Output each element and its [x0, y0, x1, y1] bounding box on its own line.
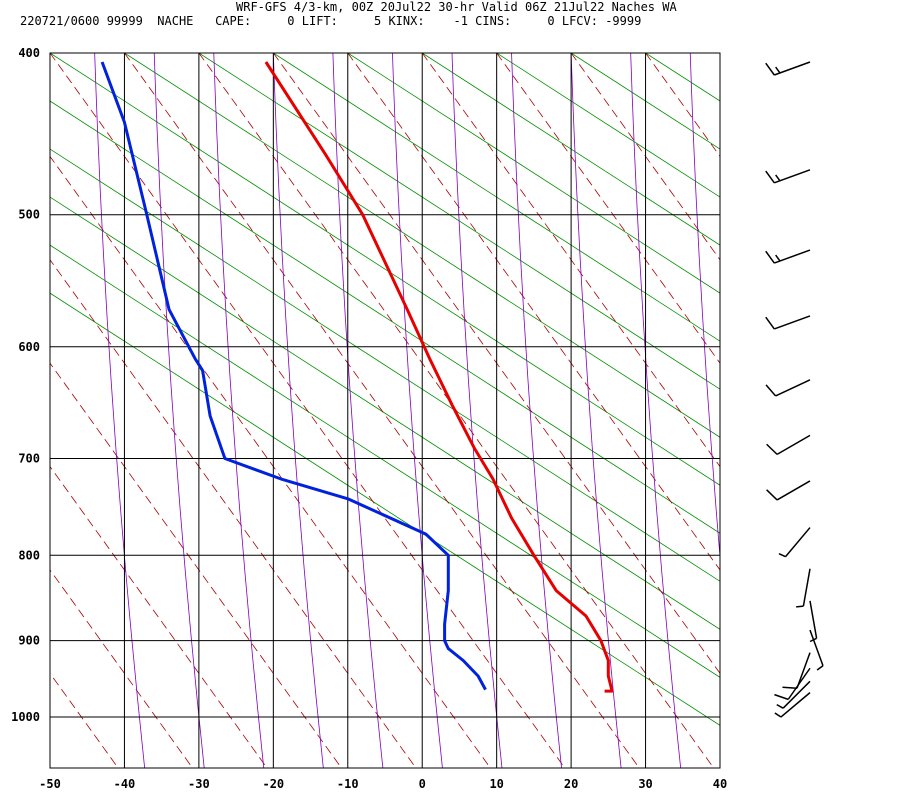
wind-barb — [776, 680, 811, 709]
wind-barb — [765, 169, 811, 184]
x-tick-label: 40 — [713, 777, 727, 791]
dry-adiabat-line — [794, 53, 900, 768]
x-tick-label: -30 — [188, 777, 210, 791]
y-tick-label: 600 — [18, 340, 40, 354]
wind-barb — [774, 667, 811, 701]
x-tick-label: -10 — [337, 777, 359, 791]
wind-barb — [765, 61, 811, 76]
dry-adiabat-line — [50, 53, 566, 768]
isotherm-line — [124, 53, 720, 438]
wind-barb — [809, 600, 818, 643]
wind-barb — [766, 480, 811, 501]
dry-adiabat-line — [645, 53, 720, 158]
moist-adiabat-line — [451, 53, 503, 768]
x-tick-label: 20 — [564, 777, 578, 791]
y-tick-label: 400 — [18, 46, 40, 60]
moist-adiabat-line — [272, 53, 324, 768]
moist-adiabat-line — [511, 53, 562, 768]
wind-barb — [766, 434, 811, 456]
wind-barb — [765, 379, 811, 397]
x-tick-label: -40 — [114, 777, 136, 791]
chart-title: WRF-GFS 4/3-km, 00Z 20Jul22 30-hr Valid … — [236, 0, 677, 14]
isotherm-line — [273, 53, 720, 342]
dry-adiabat-line — [719, 53, 720, 54]
isotherm-line — [50, 244, 720, 678]
x-tick-label: 30 — [638, 777, 652, 791]
chart-subtitle: 220721/0600 99999 NACHE CAPE: 0 LIFT: 5 … — [20, 14, 642, 28]
dry-adiabat-line — [273, 53, 720, 675]
dry-adiabat-line — [124, 53, 640, 768]
wind-barb — [778, 527, 811, 558]
wind-barb — [765, 315, 811, 330]
y-tick-label: 900 — [18, 634, 40, 648]
isotherm-line — [422, 53, 720, 246]
wind-barb — [774, 692, 811, 718]
y-tick-label: 500 — [18, 208, 40, 222]
y-tick-label: 1000 — [11, 710, 40, 724]
moist-adiabat-line — [809, 53, 859, 768]
plot-frame — [49, 52, 721, 769]
moist-adiabat-line — [630, 53, 682, 768]
dry-adiabat-line — [421, 53, 720, 468]
dry-adiabat-line — [50, 569, 193, 768]
wind-barb — [765, 249, 811, 264]
isotherm-line — [645, 53, 720, 102]
moist-adiabat-line — [94, 53, 146, 768]
dry-adiabat-line — [50, 362, 342, 768]
isotherm-line — [50, 53, 720, 486]
x-tick-label: -20 — [262, 777, 284, 791]
x-tick-label: -50 — [39, 777, 61, 791]
dry-adiabat-line — [50, 465, 268, 768]
isotherm-line — [719, 53, 720, 54]
moist-adiabat-line — [570, 53, 622, 768]
dry-adiabat-line — [570, 53, 720, 261]
moist-adiabat-line — [332, 53, 384, 768]
wind-barb — [796, 568, 811, 608]
wind-barb — [782, 652, 811, 690]
dry-adiabat-line — [50, 259, 417, 768]
moist-adiabat-line — [689, 53, 720, 561]
dry-adiabat-line — [50, 155, 491, 768]
moist-adiabat-line — [213, 53, 265, 768]
x-tick-label: 10 — [489, 777, 503, 791]
x-tick-label: 0 — [419, 777, 426, 791]
dry-adiabat-line — [496, 53, 720, 364]
dry-adiabat-line — [50, 672, 119, 768]
y-tick-label: 700 — [18, 451, 40, 465]
dry-adiabat-line — [347, 53, 720, 571]
x-axis-ticks: -50 -40 -30 -20 -10 0 10 20 30 40 — [39, 777, 727, 791]
isotherm-line — [198, 53, 720, 390]
moist-adiabat-line — [750, 53, 800, 768]
moist-adiabat-line — [153, 53, 205, 768]
profile-line-0 — [264, 61, 614, 693]
wind-barb — [809, 629, 824, 671]
isotherm-line — [50, 292, 720, 726]
isotherm-line — [496, 53, 720, 198]
y-axis-ticks: 400 500 600 700 800 900 1000 — [11, 46, 40, 724]
moist-adiabat-line — [392, 53, 443, 768]
isotherm-line — [347, 53, 720, 294]
isotherm-line — [50, 196, 720, 630]
wind-barbs — [765, 61, 824, 718]
y-tick-label: 800 — [18, 548, 40, 562]
profiles — [100, 61, 614, 693]
profile-line-1 — [100, 61, 487, 691]
chart-header: WRF-GFS 4/3-km, 00Z 20Jul22 30-hr Valid … — [0, 0, 900, 32]
